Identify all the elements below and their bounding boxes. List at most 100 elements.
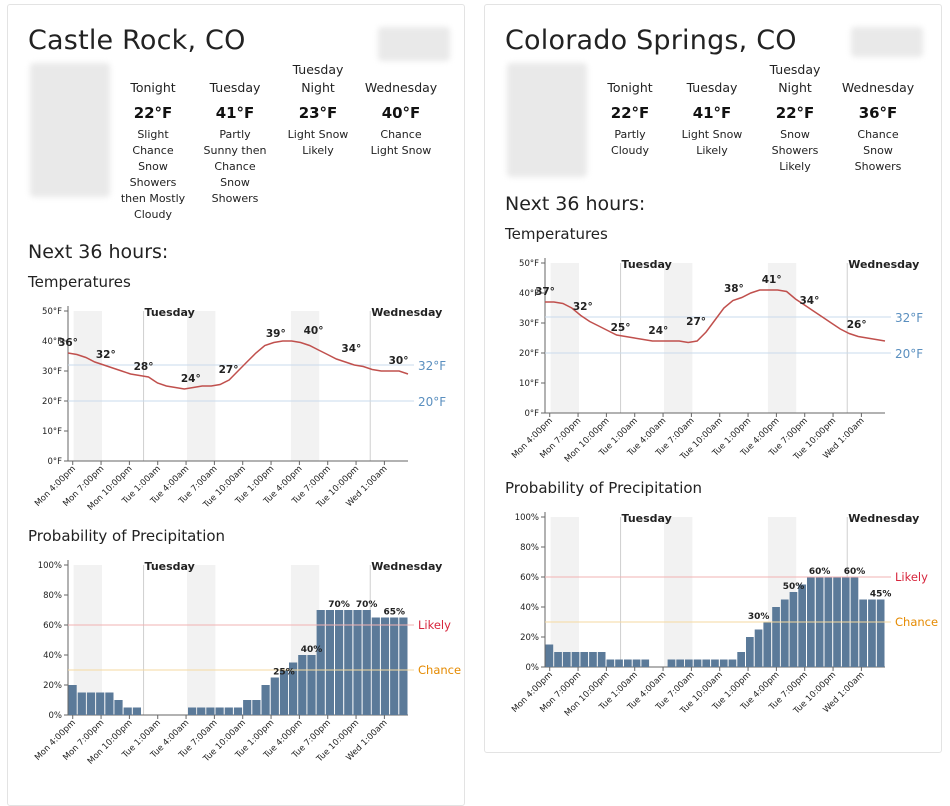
precipitation-bar — [380, 617, 390, 715]
precipitation-bar — [667, 659, 676, 667]
night-shade-band — [290, 311, 320, 461]
night-shade-band — [550, 263, 579, 413]
forecast-period: Tonight 22°F Partly Cloudy — [587, 79, 673, 159]
precipitation-bar — [399, 617, 408, 715]
precipitation-bar — [353, 610, 362, 715]
precipitation-bar — [96, 692, 105, 715]
temperature-value-label: 38° — [724, 283, 744, 295]
forecast-period: Tonight 22°F Slight Chance Snow Showers then M… — [110, 79, 196, 223]
precipitation-value-label: 65% — [383, 608, 405, 618]
precipitation-bar — [763, 622, 772, 667]
forecast-description: Partly Cloudy — [587, 127, 673, 159]
precipitation-bar — [876, 599, 885, 667]
precipitation-value-label: 45% — [870, 590, 892, 600]
forecast-description-line: Partly — [614, 128, 646, 141]
forecast-description-line: Chance — [857, 128, 899, 141]
day-label: Wednesday — [848, 512, 919, 525]
night-shade-band — [73, 565, 102, 715]
precipitation-bar — [224, 707, 233, 715]
temperature-line — [67, 340, 409, 390]
temperature-line — [545, 289, 886, 344]
forecast-description-line: Light Snow — [370, 144, 432, 157]
forecast-description-line: Cloudy — [611, 144, 649, 157]
forecast-description-line: Light Snow — [287, 128, 349, 141]
y-tick-label: 30°F — [519, 319, 539, 329]
forecast-description-line: Light Snow — [681, 128, 743, 141]
forecast-description-line: Chance — [380, 128, 422, 141]
y-tick-label: 20% — [43, 681, 62, 691]
precipitation-bar — [772, 607, 780, 667]
precipitation-bar — [362, 610, 371, 715]
precipitation-value-label: 70% — [328, 600, 350, 610]
forecast-description: Chance Light Snow — [358, 127, 444, 159]
temperature-value-label: 41° — [762, 274, 782, 286]
precipitation-bar — [188, 707, 197, 715]
weather-icon-placeholder — [378, 27, 450, 61]
y-tick-label: 20% — [520, 633, 539, 643]
location-title: Colorado Springs, CO — [505, 25, 797, 56]
forecast-period-name: Tonight — [130, 80, 176, 95]
precipitation-bar — [243, 700, 252, 715]
precipitation-bar — [344, 610, 353, 715]
forecast-period: Wednesday 40°F Chance Light Snow — [358, 79, 444, 159]
precipitation-bar — [279, 670, 289, 715]
precipitation-bar — [123, 707, 132, 715]
precipitation-bar — [554, 652, 562, 667]
precipitation-bar — [298, 655, 307, 715]
night-shade-band — [767, 263, 797, 413]
forecast-description: Partly Sunny then Chance Snow Showers — [192, 127, 278, 207]
forecast-description-line: Likely — [696, 144, 728, 157]
next-36-hours-heading: Next 36 hours: — [28, 241, 169, 263]
night-shade-band — [664, 517, 693, 667]
y-tick-label: 100% — [38, 561, 62, 571]
precipitation-bar — [676, 659, 684, 667]
reference-line-label: 20°F — [418, 395, 446, 409]
precipitation-bar — [589, 652, 597, 667]
temperature-value-label: 27° — [686, 316, 706, 328]
y-tick-label: 80% — [520, 543, 539, 553]
precipitation-bar — [702, 659, 711, 667]
forecast-card-castle-rock: Castle Rock, CO Tonight 22°F Slight Chance S… — [7, 4, 465, 806]
precipitation-bar — [270, 677, 279, 715]
forecast-description-line: Likely — [779, 160, 811, 173]
forecast-description-line: then Mostly — [120, 192, 186, 205]
temperature-value-label: 37° — [535, 286, 555, 298]
night-shade-band — [73, 311, 102, 461]
precipitation-value-label: 60% — [809, 567, 831, 577]
current-conditions-image — [507, 63, 587, 177]
precipitation-bar — [261, 685, 270, 715]
precipitation-bar — [545, 644, 554, 667]
forecast-period: Tuesday Night 22°F Snow Showers Likely — [752, 61, 838, 175]
temperature-value-label: 30° — [389, 355, 409, 367]
forecast-period-name: Tuesday — [209, 80, 261, 95]
forecast-description-line: Partly — [219, 128, 251, 141]
precipitation-bar — [615, 659, 623, 667]
night-shade-band — [550, 517, 579, 667]
precipitation-bar — [798, 584, 806, 667]
current-conditions-image — [30, 63, 110, 197]
y-tick-label: 40% — [43, 651, 62, 661]
forecast-description-line: Showers — [854, 160, 902, 173]
day-label: Wednesday — [848, 258, 919, 271]
forecast-period: Wednesday 36°F Chance Snow Showers — [835, 79, 921, 175]
precipitation-bar — [132, 707, 141, 715]
forecast-description: Slight Chance Snow Showers then Mostly Cloudy — [110, 127, 196, 223]
precipitation-bar — [780, 599, 789, 667]
precipitation-bar — [316, 610, 325, 715]
precipitation-bar — [77, 692, 86, 715]
temperature-value-label: 24° — [648, 325, 668, 337]
reference-line-label: Chance — [895, 615, 938, 629]
precipitation-bar — [719, 659, 728, 667]
day-label: Tuesday — [145, 560, 195, 573]
precipitation-value-label: 70% — [356, 600, 378, 610]
precipitation-bar — [868, 599, 876, 667]
precipitation-bar — [114, 700, 123, 715]
temperature-value-label: 28° — [134, 361, 154, 373]
day-label: Wednesday — [371, 306, 442, 319]
temperature-value-label: 24° — [181, 373, 201, 385]
forecast-description-line: Chance — [132, 144, 174, 157]
temperature-value-label: 36° — [58, 337, 78, 349]
temperatures-heading: Temperatures — [28, 273, 131, 291]
day-label: Tuesday — [622, 258, 672, 271]
